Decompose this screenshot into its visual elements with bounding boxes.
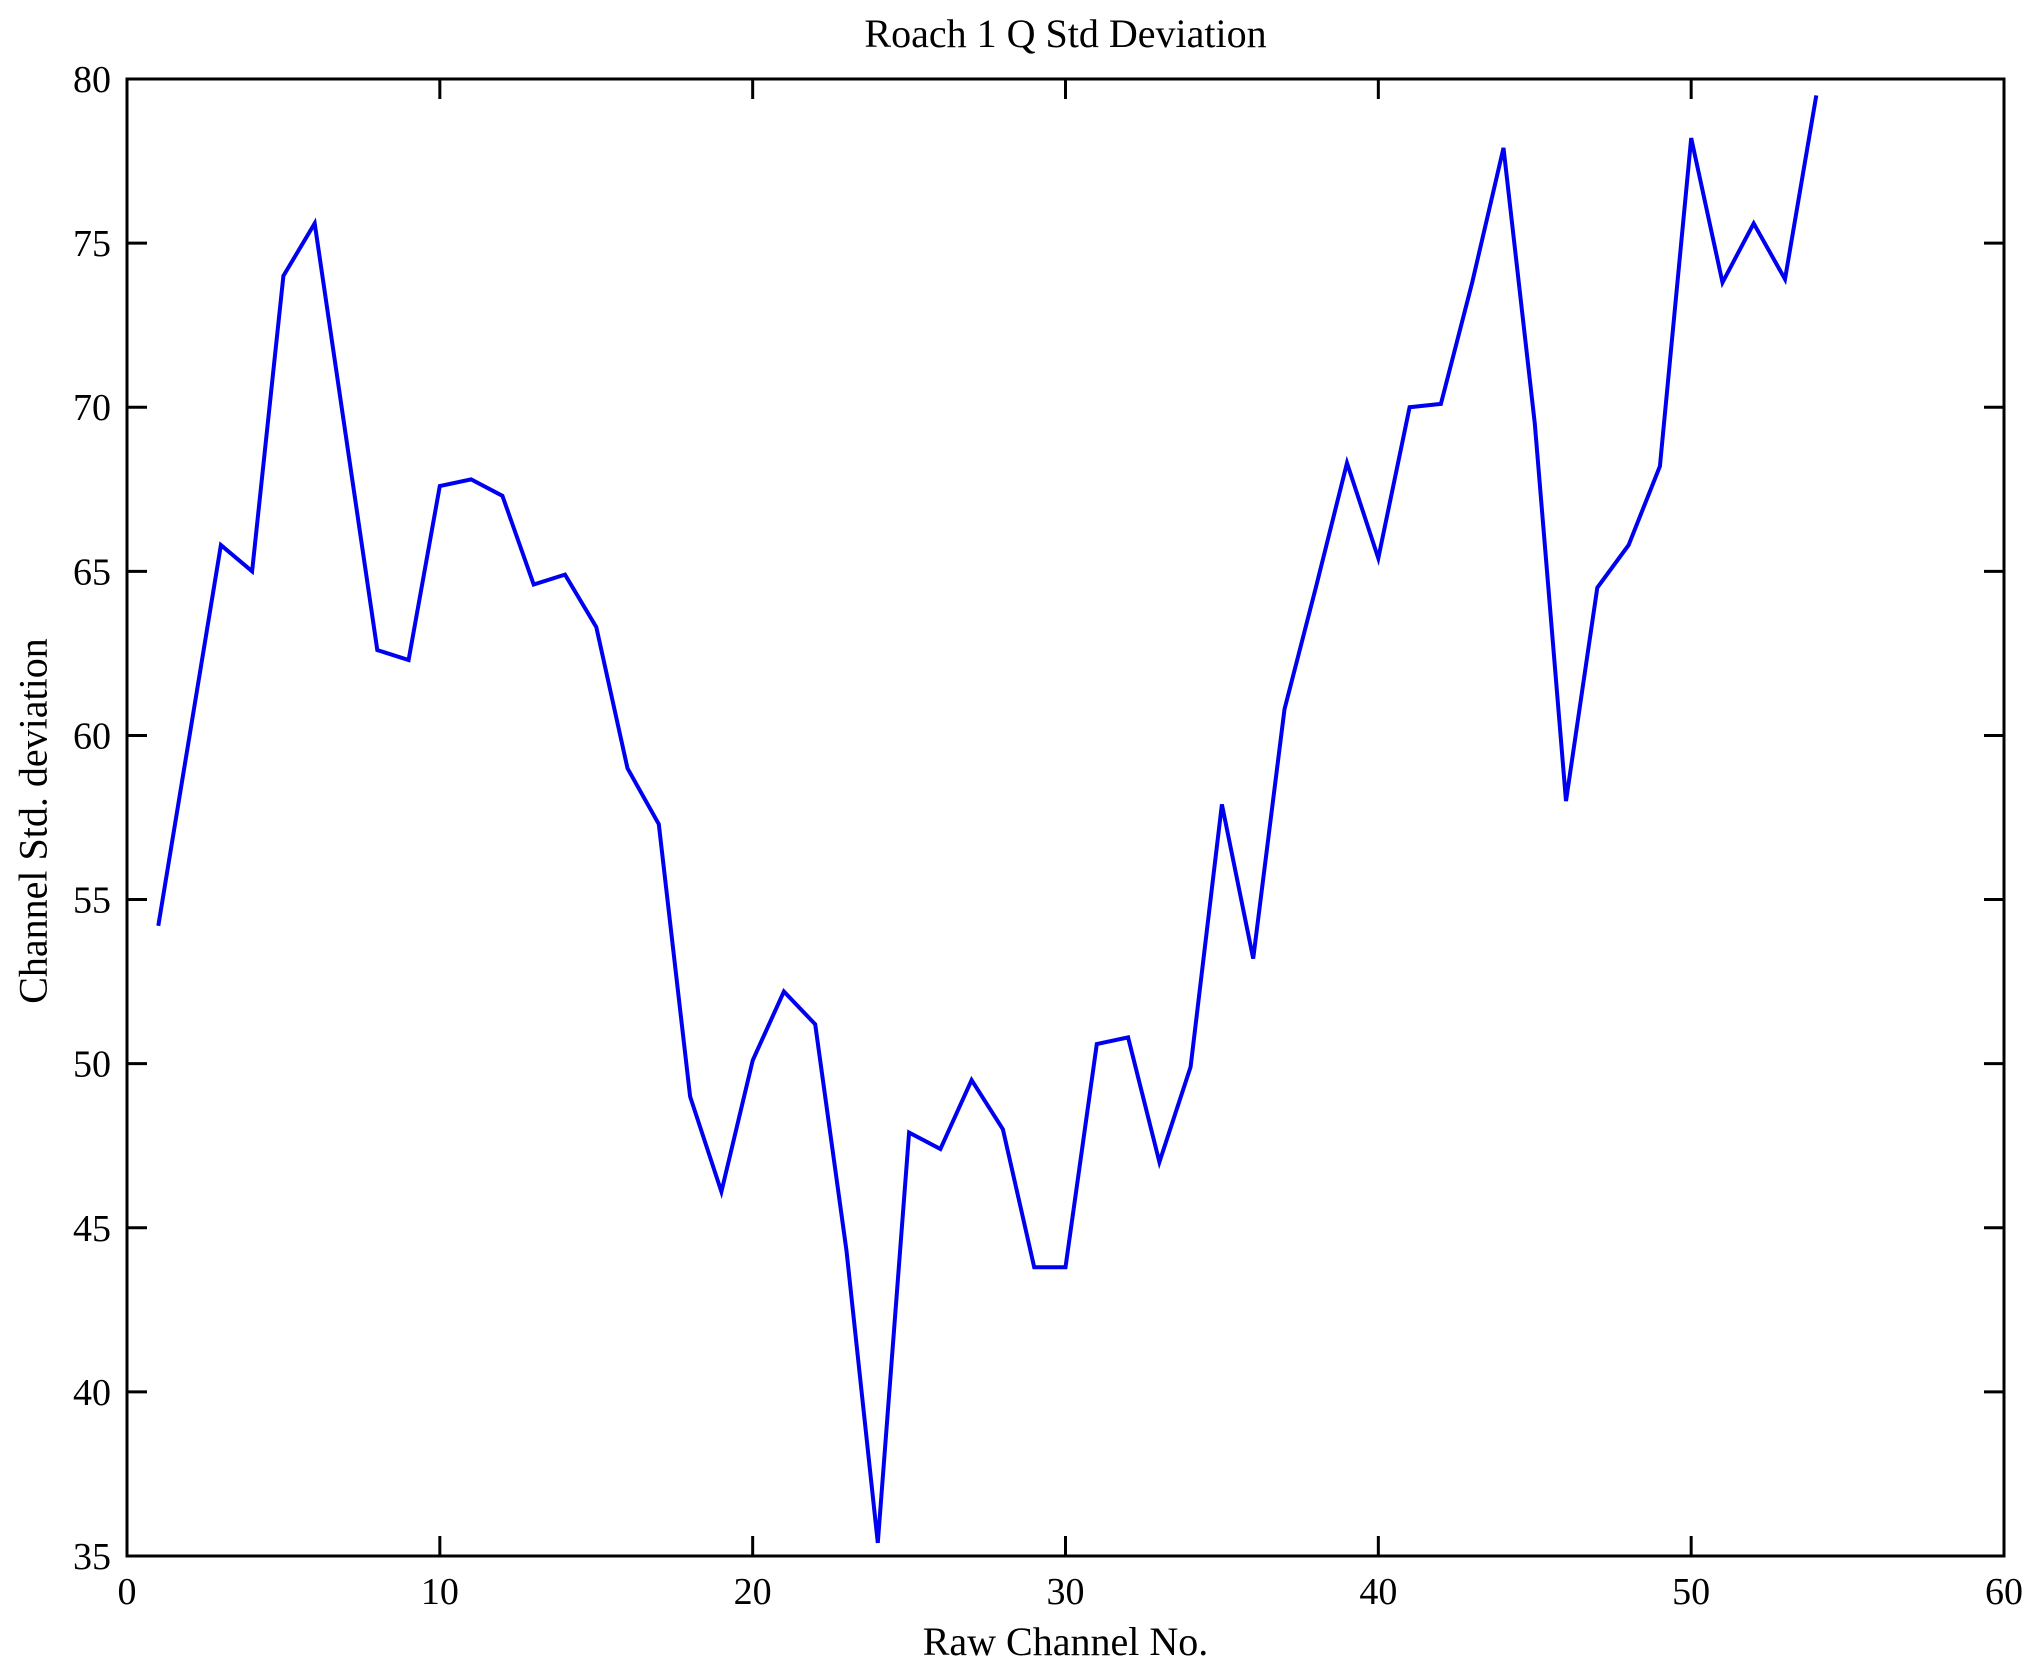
y-tick-label: 40 xyxy=(73,1372,111,1414)
x-axis-label: Raw Channel No. xyxy=(922,1619,1209,1664)
data-line xyxy=(156,95,1819,1544)
x-tick-label: 0 xyxy=(118,1571,137,1613)
y-tick-label: 70 xyxy=(73,387,111,429)
y-tick-label: 55 xyxy=(73,880,111,922)
x-tick-label: 20 xyxy=(734,1571,772,1613)
y-tick-label: 60 xyxy=(73,715,111,757)
y-tick-label: 50 xyxy=(73,1044,111,1086)
plot-border xyxy=(125,77,2006,1558)
y-tick-label: 35 xyxy=(73,1536,111,1578)
x-tick-label: 30 xyxy=(1047,1571,1085,1613)
chart-title: Roach 1 Q Std Deviation xyxy=(864,11,1267,56)
x-tick-label: 50 xyxy=(1672,1571,1710,1613)
y-tick-label: 75 xyxy=(73,223,111,265)
y-tick-label: 80 xyxy=(73,59,111,101)
x-tick-label: 40 xyxy=(1359,1571,1397,1613)
y-tick-label: 65 xyxy=(73,551,111,593)
x-tick-label: 60 xyxy=(1985,1571,2023,1613)
y-tick-label: 45 xyxy=(73,1208,111,1250)
x-tick-label: 10 xyxy=(421,1571,459,1613)
